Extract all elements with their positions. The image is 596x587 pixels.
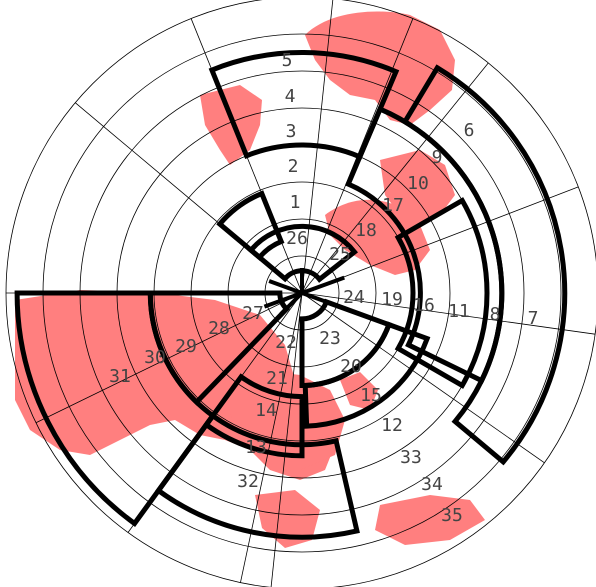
zone-boundary bbox=[202, 373, 305, 459]
zone-label-31: 31 bbox=[109, 366, 131, 387]
zone-spoke bbox=[268, 279, 303, 295]
zone-label-16: 16 bbox=[413, 295, 435, 316]
zone-label-2: 2 bbox=[288, 156, 299, 177]
zone-label-20: 20 bbox=[340, 356, 362, 377]
zone-label-15: 15 bbox=[360, 385, 382, 406]
zone-boundary bbox=[216, 190, 285, 261]
zone-boundary bbox=[302, 321, 431, 429]
zone-label-29: 29 bbox=[175, 336, 197, 357]
zone-boundary bbox=[14, 290, 217, 527]
zone-label-1: 1 bbox=[290, 192, 301, 213]
grid-spoke bbox=[301, 292, 596, 335]
zone-spoke bbox=[263, 291, 303, 309]
zone-label-4: 4 bbox=[285, 86, 296, 107]
zone-label-12: 12 bbox=[381, 415, 403, 436]
land-mass-southeast-strip bbox=[375, 495, 485, 545]
zone-label-19: 19 bbox=[381, 289, 403, 310]
zone-label-22: 22 bbox=[275, 332, 297, 353]
zone-label-8: 8 bbox=[490, 304, 501, 325]
zone-label-11: 11 bbox=[448, 301, 470, 322]
zone-label-13: 13 bbox=[245, 437, 267, 458]
zone-boundaries bbox=[14, 50, 568, 540]
zone-label-34: 34 bbox=[421, 474, 443, 495]
zone-spoke bbox=[301, 291, 331, 306]
zone-boundary bbox=[401, 64, 568, 466]
zone-label-5: 5 bbox=[282, 50, 293, 71]
zone-boundary bbox=[394, 197, 490, 389]
zone-label-30: 30 bbox=[144, 347, 166, 368]
zone-label-24: 24 bbox=[343, 287, 365, 308]
zone-label-21: 21 bbox=[266, 368, 288, 389]
zone-label-17: 17 bbox=[382, 195, 404, 216]
land-mass-central-east bbox=[325, 199, 430, 275]
grid-spoke bbox=[301, 292, 545, 464]
zone-label-9: 9 bbox=[432, 147, 443, 168]
zone-boundary bbox=[247, 223, 358, 283]
zone-spoke bbox=[301, 275, 345, 295]
zone-label-27: 27 bbox=[242, 303, 264, 324]
grid-spoke bbox=[301, 62, 489, 294]
zone-label-25: 25 bbox=[329, 244, 351, 265]
zone-boundary bbox=[208, 50, 400, 161]
zone-label-26: 26 bbox=[286, 228, 308, 249]
zone-label-7: 7 bbox=[528, 308, 539, 329]
zone-label-32: 32 bbox=[237, 471, 259, 492]
zone-spoke bbox=[279, 291, 304, 316]
land-mass-northwest bbox=[200, 85, 262, 165]
zone-boundary bbox=[154, 412, 360, 540]
zone-label-35: 35 bbox=[441, 505, 463, 526]
zone-label-28: 28 bbox=[208, 318, 230, 339]
zone-label-14: 14 bbox=[255, 400, 277, 421]
zone-label-10: 10 bbox=[407, 173, 429, 194]
zone-label-18: 18 bbox=[355, 220, 377, 241]
grid-spoke bbox=[301, 186, 579, 294]
zone-label-6: 6 bbox=[464, 120, 475, 141]
grid-spoke bbox=[35, 292, 303, 424]
zone-label-33: 33 bbox=[400, 447, 422, 468]
land-mass-east bbox=[380, 150, 455, 225]
zone-label-23: 23 bbox=[319, 328, 341, 349]
zone-label-3: 3 bbox=[286, 121, 297, 142]
